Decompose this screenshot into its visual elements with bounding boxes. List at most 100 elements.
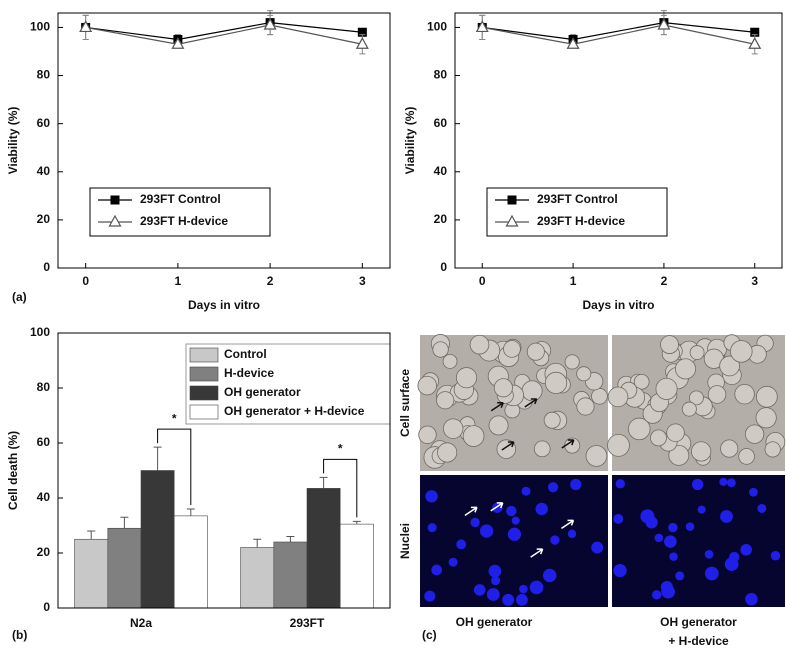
bar — [140, 470, 175, 609]
cell — [470, 517, 480, 528]
cell — [764, 441, 781, 458]
arrow — [501, 441, 515, 451]
legend-label: 293FT Control — [140, 192, 221, 206]
cell — [669, 552, 678, 561]
micrograph — [420, 475, 608, 607]
error-bar — [286, 536, 295, 542]
error-bar — [352, 520, 361, 525]
cell — [744, 424, 765, 444]
y-tick-label: 0 — [43, 600, 50, 614]
marker — [263, 17, 277, 30]
cell — [770, 550, 781, 561]
cell — [432, 341, 449, 358]
cell — [431, 564, 443, 576]
y-axis-label: Cell death (%) — [6, 431, 20, 510]
cell — [448, 557, 458, 567]
y-tick-label: 100 — [427, 20, 447, 34]
cell — [748, 487, 758, 497]
significance-bracket — [157, 428, 192, 505]
cell — [734, 383, 755, 405]
panel-label: (c) — [422, 628, 437, 642]
micrograph-bg — [612, 475, 785, 607]
series-line — [85, 22, 363, 41]
cell — [719, 355, 740, 377]
cell — [633, 373, 650, 390]
error-bar — [253, 538, 262, 548]
column-label: + H-device — [668, 634, 729, 648]
cell — [650, 429, 667, 447]
cell — [486, 588, 500, 601]
cell — [567, 529, 577, 539]
cell — [745, 592, 758, 606]
cell — [627, 417, 651, 441]
cell — [543, 411, 561, 429]
cell — [615, 479, 625, 489]
cell — [442, 354, 458, 369]
legend-box — [486, 187, 668, 237]
cell — [685, 522, 695, 531]
x-axis-label: Days in vitro — [188, 298, 260, 312]
legend-box — [89, 187, 271, 237]
row-label: Cell surface — [398, 369, 412, 437]
cell — [720, 510, 733, 523]
bar — [173, 515, 208, 609]
marker — [748, 37, 762, 49]
cell — [697, 505, 706, 514]
micrograph — [417, 334, 608, 471]
arrow — [561, 519, 575, 530]
cell — [456, 539, 467, 550]
legend-marker — [505, 214, 519, 227]
marker — [475, 20, 489, 33]
x-tick-label: 1 — [570, 274, 577, 288]
x-axis-label: Days in vitro — [582, 298, 654, 312]
cell — [755, 385, 778, 408]
cell — [707, 385, 727, 404]
x-tick-label: 3 — [751, 274, 758, 288]
legend-label: OH generator + H-device — [224, 404, 365, 418]
cell — [691, 478, 704, 491]
cell — [455, 367, 478, 389]
cell — [724, 557, 739, 572]
legend-marker — [507, 195, 517, 205]
cell — [564, 354, 580, 370]
legend-label: 293FT Control — [537, 192, 618, 206]
cell — [704, 549, 714, 559]
panel-label: (a) — [12, 290, 27, 304]
legend-label: Control — [224, 347, 267, 361]
marker — [79, 20, 93, 33]
legend-box — [185, 343, 391, 425]
column-label: OH generator — [456, 615, 533, 629]
row-label: Nuclei — [398, 523, 412, 559]
x-tick-label: 0 — [479, 274, 486, 288]
cell — [479, 524, 494, 538]
cell — [585, 445, 608, 467]
legend-label: OH generator — [224, 385, 301, 399]
cell — [424, 590, 436, 602]
cell — [720, 439, 739, 458]
legend-swatch — [189, 347, 219, 363]
cell — [529, 580, 544, 595]
x-tick-label: N2a — [130, 616, 152, 630]
arrow — [524, 398, 538, 408]
cell — [462, 425, 485, 447]
error-bar — [319, 476, 328, 489]
micrograph — [607, 334, 786, 471]
x-tick-label: 3 — [359, 274, 366, 288]
cell — [591, 387, 608, 405]
cell — [442, 418, 464, 439]
y-tick-label: 40 — [37, 164, 51, 178]
marker — [566, 37, 580, 49]
cell — [719, 477, 728, 486]
cell — [740, 543, 752, 556]
cell — [521, 380, 543, 402]
x-tick-label: 293FT — [290, 616, 325, 630]
legend-swatch — [189, 404, 219, 420]
y-tick-label: 60 — [37, 435, 51, 449]
legend-marker — [108, 214, 122, 227]
cell — [755, 407, 777, 429]
cell — [516, 593, 528, 606]
cell — [607, 386, 629, 408]
arrow — [530, 548, 544, 558]
y-tick-label: 20 — [434, 212, 448, 226]
